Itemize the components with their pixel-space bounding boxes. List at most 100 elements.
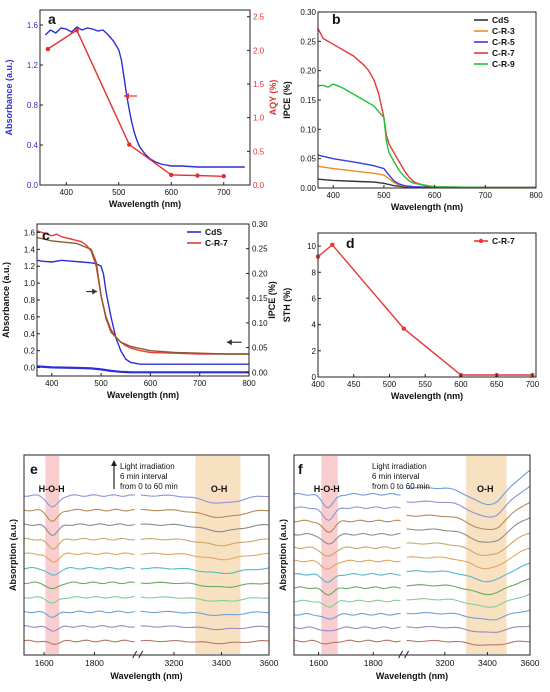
- y-axis-label: Absorption (a.u.): [8, 519, 18, 591]
- x-axis-label: Wavelength (nm): [391, 391, 463, 401]
- spectrum-curve: [140, 538, 270, 547]
- legend-label: C-R-7: [205, 238, 228, 248]
- y-tick-label: 0.30: [300, 8, 316, 17]
- note-line-1: Light irradiation: [120, 462, 175, 471]
- x-tick-label: 550: [419, 380, 433, 389]
- spectrum-curve: [140, 639, 270, 645]
- spectrum-curve: [23, 625, 135, 632]
- series-line-b-4: [317, 83, 536, 189]
- x-tick-label: 450: [347, 380, 361, 389]
- y-tick-label: 0.0: [24, 364, 36, 373]
- x-tick-label: 400: [45, 379, 59, 388]
- legend-label: C-R-3: [492, 26, 515, 36]
- legend-marker: [478, 238, 484, 244]
- arrow-head: [111, 460, 117, 466]
- data-point: [169, 172, 174, 178]
- x-tick-label: 700: [526, 380, 540, 389]
- spectrum-curve: [293, 519, 401, 534]
- note-line-3: from 0 to 60 min: [372, 482, 430, 491]
- x-tick-label: 700: [479, 191, 493, 200]
- y2-tick-label: 0.00: [252, 368, 268, 377]
- y2-tick-label: 0.10: [252, 319, 268, 328]
- x-tick-label: 400: [60, 188, 74, 197]
- x-tick-label: 3400: [212, 658, 231, 668]
- band-label-oh: O-H: [211, 484, 228, 494]
- y2-tick-label: 0.30: [252, 220, 268, 229]
- y2-tick-label: 0.5: [253, 147, 265, 156]
- x-tick-label: 500: [377, 191, 391, 200]
- spectrum-curve: [293, 572, 401, 583]
- x-tick-label: 3600: [521, 658, 540, 668]
- data-point: [221, 174, 226, 179]
- spectrum-curve: [406, 547, 531, 570]
- y2-axis-label: AQY (%): [268, 80, 278, 116]
- spectrum-curve: [140, 552, 270, 561]
- data-point: [195, 173, 200, 178]
- band-oh: [195, 456, 241, 654]
- spectrum-curve: [293, 613, 401, 620]
- panel-d: 400 450 500 550 600 650 700 0 2 4 6 8 10 Wavelength (…: [282, 235, 540, 401]
- y-tick-label: 0.10: [300, 125, 316, 134]
- x-tick-label: 1600: [309, 658, 328, 668]
- y-tick-label: 0.6: [24, 313, 36, 322]
- x-tick-label: 600: [428, 191, 442, 200]
- spectrum-curve: [406, 625, 531, 633]
- spectrum-curve: [140, 567, 270, 575]
- spectrum-curve: [406, 485, 531, 518]
- note-line-3: from 0 to 60 min: [120, 482, 178, 491]
- y-tick-label: 0.0: [27, 181, 39, 190]
- y-tick-label: 1.6: [24, 228, 36, 237]
- y-tick-label: 0: [312, 373, 317, 382]
- spectrum-curve: [293, 546, 401, 557]
- spectrum-curve: [140, 625, 270, 631]
- spectrum-curve: [23, 566, 135, 576]
- panel-letter: c: [42, 227, 50, 243]
- panel-e-frame: [23, 454, 270, 656]
- spectrum-curve: [293, 506, 401, 522]
- x-tick-label: 600: [144, 379, 158, 388]
- y-tick-label: 0.2: [24, 347, 36, 356]
- spectrum-curve: [406, 593, 531, 608]
- arrow-head: [226, 339, 232, 346]
- x-tick-label: 700: [217, 188, 231, 197]
- panel-letter: e: [30, 461, 38, 477]
- y-tick-label: 0.25: [300, 37, 316, 46]
- spectrum-curve: [293, 586, 401, 596]
- spectrum-curve: [293, 559, 401, 570]
- band-label-oh: O-H: [477, 484, 494, 494]
- spectrum-curve: [23, 508, 135, 522]
- panel-b: 400 500 600 700 800 0.00 0.05 0.10 0.15 0.20 0.25 0…: [282, 8, 543, 212]
- x-tick-label: 700: [193, 379, 207, 388]
- spectrum-curve: [23, 537, 135, 550]
- spectrum-curve: [140, 596, 270, 602]
- y2-tick-label: 1.5: [253, 80, 265, 89]
- panel-e: 1600 1800 3200 3400 3600 Wavelength (nm) Absor…: [8, 456, 279, 681]
- y-axis-label: Absorbance (a.u.): [1, 262, 11, 338]
- spectrum-curve: [140, 581, 270, 588]
- data-point: [401, 326, 406, 331]
- x-axis-label: Wavelength (nm): [110, 671, 182, 681]
- x-axis-label: Wavelength (nm): [109, 199, 181, 209]
- panel-letter: d: [346, 235, 355, 251]
- arrow-head: [92, 288, 98, 295]
- y-tick-label: 0.05: [300, 155, 316, 164]
- y-axis-label: Absorption (a.u.): [278, 519, 288, 591]
- panel-c-frame: [36, 223, 250, 377]
- y2-tick-label: 2.0: [253, 46, 265, 55]
- spectrum-curve: [293, 599, 401, 608]
- series-line-a-0: [44, 26, 245, 168]
- y-tick-label: 2: [312, 347, 317, 356]
- legend-label: CdS: [492, 15, 509, 25]
- spectrum-curve: [406, 578, 531, 596]
- x-tick-label: 600: [454, 380, 468, 389]
- series-line-c-0: [36, 259, 249, 365]
- panel-f: 1600 1800 3200 3400 3600 Wavelength (nm) Absor…: [278, 456, 540, 681]
- x-tick-label: 400: [311, 380, 325, 389]
- y-tick-label: 0.00: [300, 184, 316, 193]
- y2-tick-label: 0.20: [252, 269, 268, 278]
- x-axis-label: Wavelength (nm): [107, 390, 179, 400]
- spectrum-curve: [293, 493, 401, 509]
- data-point: [127, 142, 132, 147]
- y2-tick-label: 2.5: [253, 13, 265, 22]
- spectrum-curve: [23, 523, 135, 536]
